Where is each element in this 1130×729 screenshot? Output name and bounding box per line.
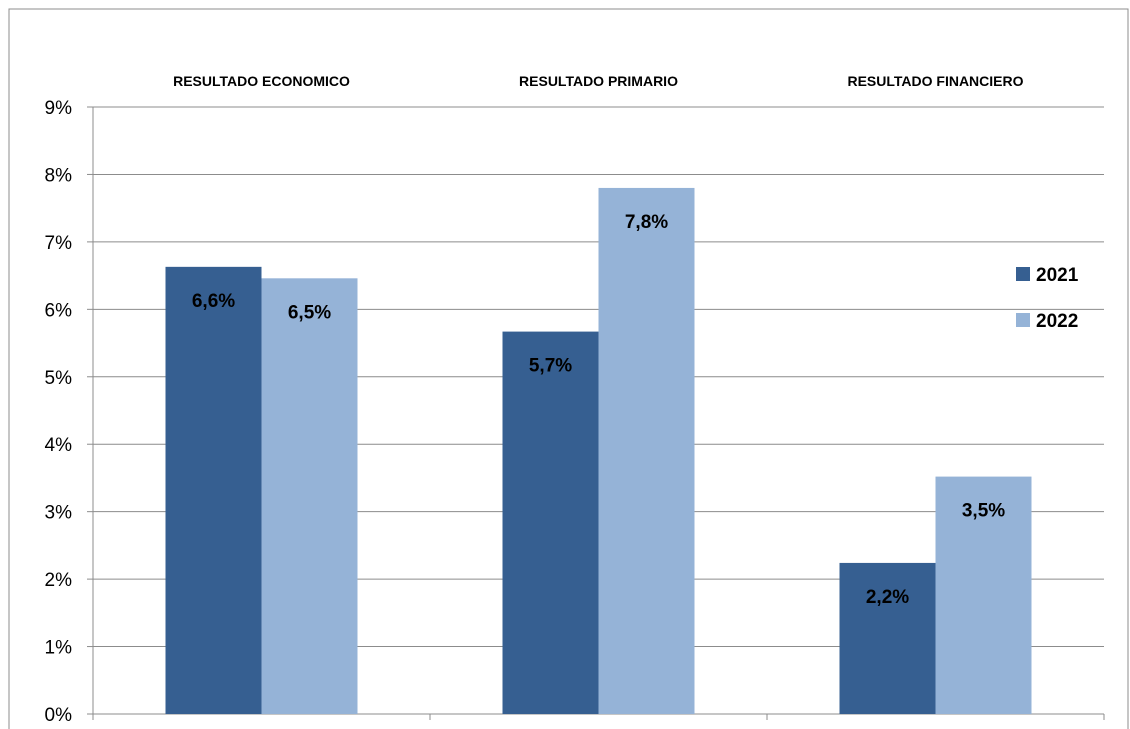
legend-label: 2021 xyxy=(1036,265,1079,286)
legend-swatch-2021 xyxy=(1016,267,1030,281)
legend-swatch-2022 xyxy=(1016,313,1030,327)
y-tick-label: 2% xyxy=(45,570,73,591)
data-label: 6,6% xyxy=(192,291,235,312)
category-label: RESULTADO ECONOMICO xyxy=(173,73,350,89)
y-tick-label: 9% xyxy=(45,98,73,119)
y-tick-label: 4% xyxy=(45,435,73,456)
bar-2021 xyxy=(165,266,262,714)
legend-label: 2022 xyxy=(1036,311,1078,332)
bar-2022 xyxy=(261,278,358,714)
bar-2021 xyxy=(502,331,599,714)
labels: RESULTADO ECONOMICO 6,6% 6,5% RESULTADO PRI… xyxy=(173,73,1024,608)
legend: 2021 2022 xyxy=(1016,265,1079,332)
data-label: 2,2% xyxy=(866,587,909,608)
bar-2022 xyxy=(935,476,1032,714)
y-tick-label: 3% xyxy=(45,503,73,524)
y-tick-label: 0% xyxy=(45,705,73,726)
y-tick-label: 5% xyxy=(45,368,73,389)
bars xyxy=(165,187,1032,714)
data-label: 3,5% xyxy=(962,501,1005,522)
y-tick-label: 7% xyxy=(45,233,73,254)
y-tick-label: 1% xyxy=(45,638,73,659)
category-label: RESULTADO PRIMARIO xyxy=(519,73,678,89)
bar-2022 xyxy=(598,187,695,714)
data-label: 5,7% xyxy=(529,356,572,377)
data-label: 7,8% xyxy=(625,212,668,233)
category-label: RESULTADO FINANCIERO xyxy=(847,73,1023,89)
y-tick-label: 8% xyxy=(45,165,73,186)
data-label: 6,5% xyxy=(288,302,331,323)
y-tick-label: 6% xyxy=(45,300,73,321)
bar-2021 xyxy=(839,562,936,714)
